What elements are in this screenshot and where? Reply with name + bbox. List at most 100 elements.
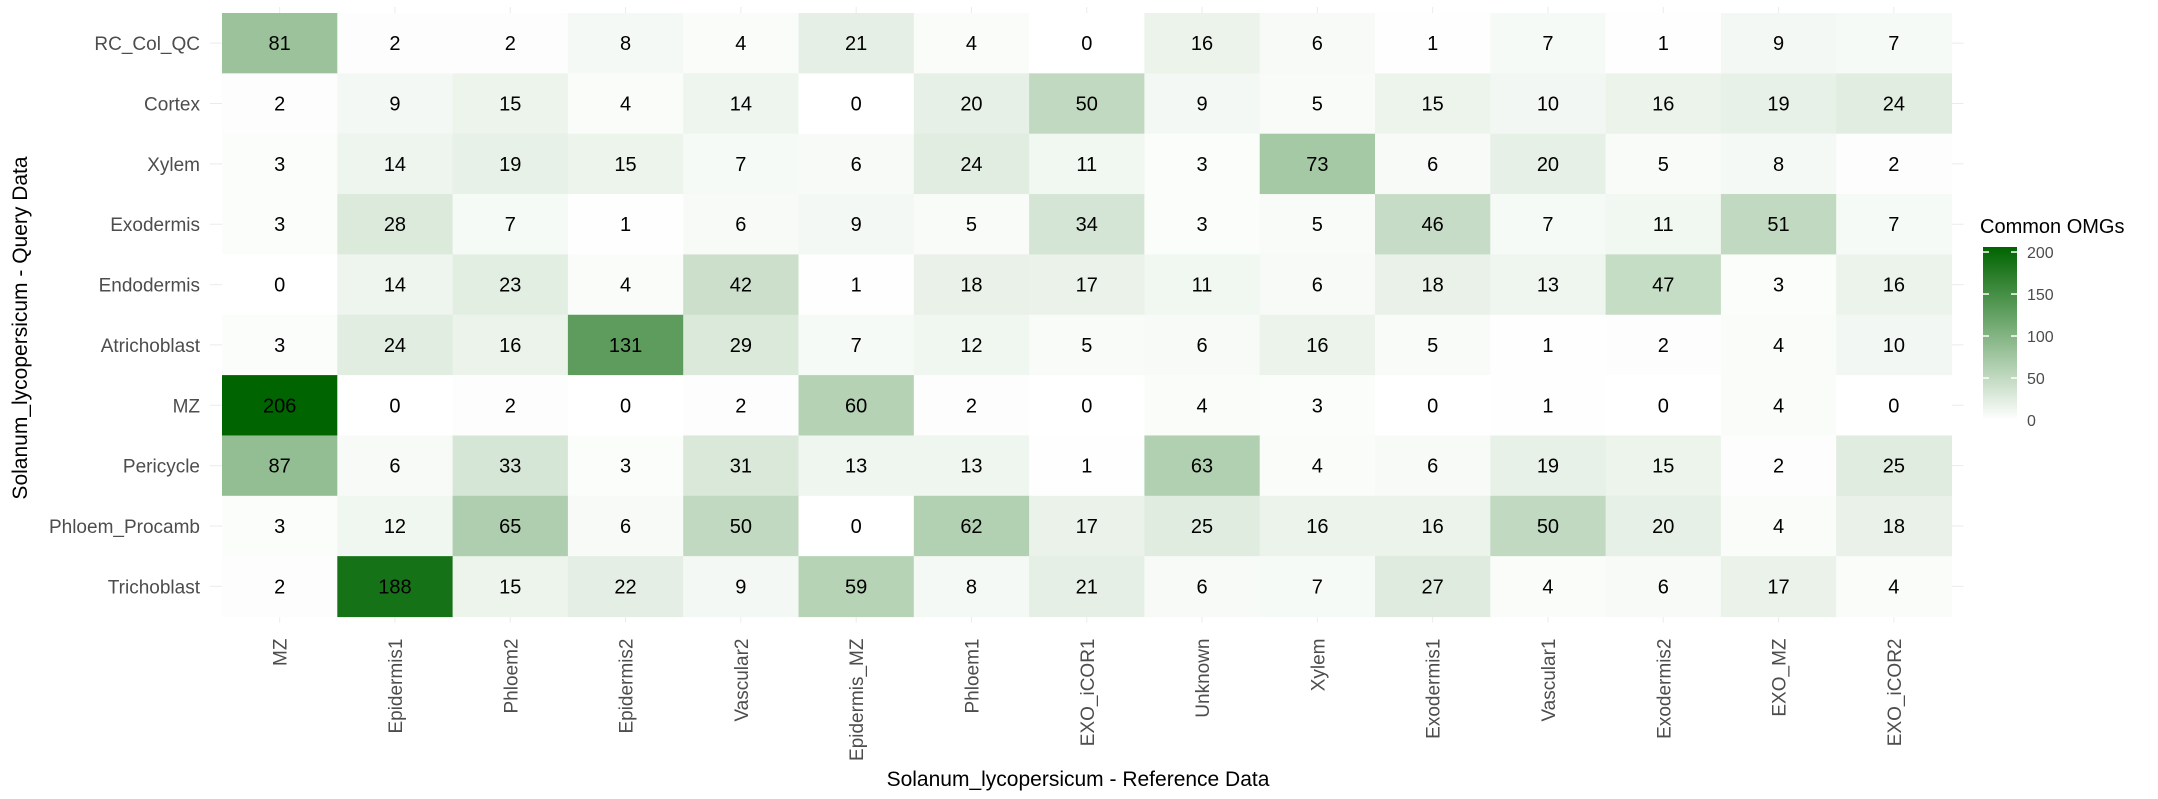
heatmap-cell: [1490, 254, 1607, 316]
cell-value-label: 7: [735, 154, 746, 176]
heatmap-cell: [1029, 254, 1145, 316]
legend-tick-label: 100: [2027, 329, 2054, 346]
heatmap-cell: [1490, 435, 1607, 497]
cell-value-label: 17: [1767, 576, 1789, 598]
heatmap-cell: [1259, 13, 1376, 74]
cell-value-label: 60: [845, 395, 867, 417]
cell-value-label: 1: [620, 214, 631, 236]
cell-value-label: 10: [1883, 335, 1905, 357]
cell-value-label: 11: [1192, 275, 1213, 297]
x-tick-label: Epidermis_MZ: [847, 638, 868, 761]
heatmap-cell: [798, 73, 915, 135]
cell-value-label: 59: [845, 576, 867, 598]
heatmap-cell: [222, 133, 338, 195]
x-tick-label: Phloem1: [962, 639, 983, 714]
cell-value-label: 50: [730, 516, 752, 538]
heatmap-cell: [1144, 314, 1261, 376]
cell-value-label: 16: [1306, 516, 1328, 538]
heatmap-cell: [1144, 194, 1261, 255]
cell-value-label: 2: [735, 395, 746, 417]
cell-value-label: 16: [1652, 94, 1674, 116]
cell-value-label: 9: [1773, 33, 1784, 55]
heatmap-cell: [1605, 495, 1722, 557]
cell-value-label: 5: [1312, 214, 1323, 236]
heatmap-cell: [913, 13, 1030, 74]
cell-value-label: 206: [263, 395, 296, 417]
heatmap-cell: [798, 435, 915, 497]
x-tick-label: Phloem2: [501, 639, 522, 714]
cell-value-label: 21: [1076, 576, 1098, 598]
cell-value-label: 4: [966, 33, 977, 55]
heatmap-cell: [1836, 194, 1953, 255]
heatmap-cell: [913, 73, 1030, 135]
heatmap-cell: [1605, 194, 1722, 255]
y-tick-label: Xylem: [147, 155, 200, 176]
y-tick-label: Trichoblast: [108, 577, 201, 598]
heatmap-cell: [683, 13, 800, 74]
heatmap-cell: [222, 435, 338, 497]
heatmap-cell: [1375, 435, 1491, 497]
cell-value-label: 2: [1888, 154, 1899, 176]
heatmap-cell: [222, 375, 338, 437]
x-tick-label: Xylem: [1308, 639, 1329, 692]
y-tick-label: Atrichoblast: [101, 336, 201, 357]
cell-value-label: 1: [1081, 456, 1092, 478]
cell-value-label: 3: [1196, 154, 1207, 176]
cell-value-label: 4: [1888, 576, 1899, 598]
cell-value-label: 3: [620, 456, 631, 478]
cell-value-label: 62: [960, 516, 982, 538]
cell-value-label: 9: [1196, 94, 1207, 116]
heatmap-cell: [1375, 194, 1491, 255]
cell-value-label: 27: [1422, 576, 1444, 598]
cell-value-label: 15: [614, 154, 636, 176]
y-axis-title: Solanum_lycopersicum - Query Data: [9, 156, 32, 499]
cell-value-label: 188: [378, 576, 411, 598]
heatmap-cell: [452, 435, 569, 497]
heatmap-cell: [1605, 375, 1722, 437]
legend-tick-label: 0: [2027, 413, 2036, 430]
cell-value-label: 6: [389, 456, 400, 478]
heatmap-cell: [1144, 13, 1261, 74]
x-axis-ticks: MZ Epidermis1 Phloem2 Epidermis2 Vascular2 Ep…: [271, 638, 1906, 761]
cell-value-label: 7: [1542, 214, 1553, 236]
color-legend: Common OMGs 0 50 100 150 200: [1980, 216, 2124, 430]
cell-value-label: 6: [735, 214, 746, 236]
heatmap-cell: [1375, 254, 1491, 316]
heatmap-cell: [683, 194, 800, 255]
heatmap-cell: [1605, 435, 1722, 497]
cell-value-label: 2: [505, 395, 516, 417]
heatmap-cell: [798, 495, 915, 557]
heatmap-cell: [452, 194, 569, 255]
cell-value-label: 25: [1191, 516, 1213, 538]
cell-value-label: 16: [1883, 275, 1905, 297]
heatmap-cell: [683, 435, 800, 497]
heatmap-cell: [1605, 13, 1722, 74]
heatmap-cell: [567, 314, 684, 376]
cell-value-label: 15: [1422, 94, 1444, 116]
legend-tick-label: 150: [2027, 287, 2054, 304]
heatmap-cell: [1490, 556, 1607, 618]
heatmap-cell: [913, 435, 1030, 497]
cell-value-label: 20: [1652, 516, 1674, 538]
cell-value-label: 2: [966, 395, 977, 417]
heatmap-cell: [452, 254, 569, 316]
heatmap-cell: [913, 556, 1030, 618]
heatmap-cell: [1490, 375, 1607, 437]
cell-value-label: 6: [851, 154, 862, 176]
cell-value-label: 2: [274, 94, 285, 116]
cell-value-label: 6: [1196, 576, 1207, 598]
legend-tick-label: 200: [2027, 245, 2054, 262]
heatmap-cell: [683, 254, 800, 316]
x-tick-label: EXO_MZ: [1770, 638, 1791, 717]
cell-value-label: 4: [620, 275, 631, 297]
heatmap-cell: [337, 73, 454, 135]
heatmap-cell: [798, 194, 915, 255]
cell-value-label: 4: [1196, 395, 1207, 417]
heatmap-cell: [1029, 435, 1145, 497]
heatmap-cell: [337, 13, 454, 74]
heatmap-cell: [1836, 13, 1953, 74]
cell-value-label: 46: [1422, 214, 1444, 236]
heatmap-cell: [1836, 254, 1953, 316]
heatmap-cell: [452, 133, 569, 195]
